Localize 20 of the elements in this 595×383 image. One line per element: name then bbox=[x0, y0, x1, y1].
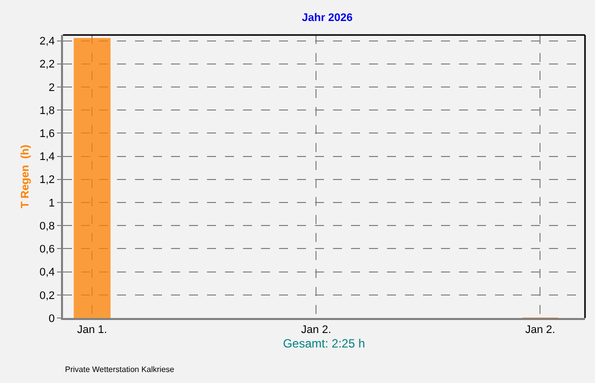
y-tick-label: 0,4 bbox=[40, 266, 55, 279]
x-axis-title: Gesamt: 2:25 h bbox=[282, 336, 366, 351]
y-tick-label: 0,6 bbox=[40, 244, 55, 256]
y-tick-label: 1,4 bbox=[40, 151, 55, 164]
x-tick-label: Jan 2. bbox=[525, 324, 556, 336]
y-tick-label: 1,8 bbox=[40, 104, 55, 117]
y-tick-label: 0,2 bbox=[40, 290, 55, 302]
y-tick-label: 1,2 bbox=[40, 174, 55, 186]
y-tick-label: 1 bbox=[48, 197, 55, 210]
y-tick-label: 2,2 bbox=[40, 58, 55, 71]
y-tick-label: 2,4 bbox=[40, 36, 55, 48]
chart-title: Jahr 2026 bbox=[302, 12, 353, 24]
y-tick-label: 2 bbox=[48, 82, 55, 94]
x-tick-label: Jan 2. bbox=[301, 324, 332, 336]
y-tick-label: 0 bbox=[48, 312, 55, 325]
x-tick-label: Jan 1. bbox=[77, 324, 108, 336]
y-tick-label: 1,6 bbox=[40, 128, 55, 140]
y-axis-title: T Regen (h) bbox=[20, 144, 32, 208]
text: Private Wetterstation Kalkriese bbox=[65, 365, 175, 374]
y-tick-label: 0,8 bbox=[40, 220, 55, 232]
